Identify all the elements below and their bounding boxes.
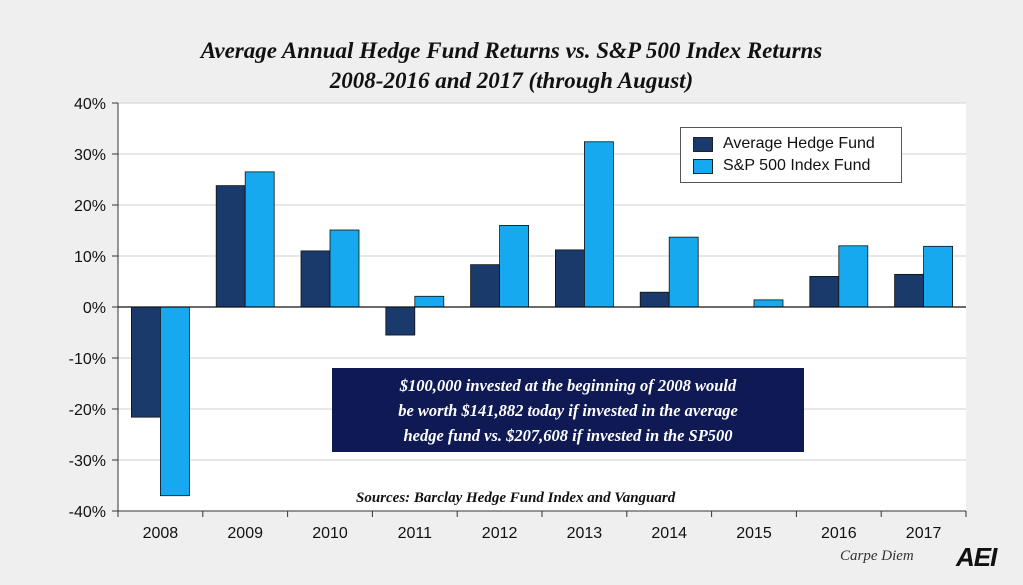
x-tick-label: 2014 xyxy=(651,525,687,542)
x-tick-label: 2011 xyxy=(398,525,433,542)
x-tick-label: 2017 xyxy=(906,525,942,542)
bar-hedge-fund-2017 xyxy=(894,273,924,308)
legend-swatch-sp500 xyxy=(693,158,713,174)
y-tick-label: -20% xyxy=(69,402,106,419)
bar-sp500-2010 xyxy=(329,229,360,308)
annotation-box: $100,000 invested at the beginning of 20… xyxy=(332,368,804,452)
y-tick-label: -30% xyxy=(69,453,106,470)
legend-item-sp500: S&P 500 Index Fund xyxy=(693,156,870,176)
y-tick-label: 40% xyxy=(74,96,106,113)
bar-hedge-fund-2014 xyxy=(639,291,670,308)
bar-hedge-fund-2008 xyxy=(130,306,161,418)
x-axis: 2008 2009 2010 2011 2012 2013 2014 2015 2016 2017 xyxy=(117,510,967,542)
bar-hedge-fund-2013 xyxy=(555,249,585,308)
legend-swatch-hedge-fund xyxy=(693,136,713,152)
bar-sp500-2011 xyxy=(414,295,445,308)
bar-sp500-2016 xyxy=(838,245,869,308)
x-tick-label: 2015 xyxy=(736,525,772,542)
x-tick-label: 2008 xyxy=(143,525,179,542)
brand-label: Carpe Diem xyxy=(840,548,914,564)
bar-sp500-2012 xyxy=(499,224,530,308)
y-tick-label: -40% xyxy=(69,504,106,521)
x-tick-label: 2016 xyxy=(821,525,857,542)
x-tick-label: 2013 xyxy=(567,525,603,542)
x-tick-label: 2012 xyxy=(482,525,518,542)
y-tick-label: 20% xyxy=(74,198,106,215)
bar-sp500-2013 xyxy=(584,141,614,308)
bar-hedge-fund-2010 xyxy=(300,250,331,308)
legend: Average Hedge Fund S&P 500 Index Fund xyxy=(680,127,902,183)
legend-label-sp500: S&P 500 Index Fund xyxy=(723,157,871,174)
chart-title-line2: 2008-2016 and 2017 (through August) xyxy=(329,68,694,93)
chart-title-line1: Average Annual Hedge Fund Returns vs. S&… xyxy=(200,38,823,63)
y-tick-label: 30% xyxy=(74,147,106,164)
y-tick-label: 10% xyxy=(74,249,106,266)
annotation-line-3: hedge fund vs. $207,608 if invested in t… xyxy=(403,426,733,445)
bar-hedge-fund-2016 xyxy=(809,275,840,308)
bar-hedge-fund-2012 xyxy=(470,264,501,308)
y-axis: -40% -30% -20% -10% 0% 10% 20% 30% 40% xyxy=(69,96,966,521)
bar-hedge-fund-2011 xyxy=(385,306,416,336)
bars xyxy=(130,141,953,497)
annotation-line-2: be worth $141,882 today if invested in t… xyxy=(398,401,738,420)
bar-sp500-2014 xyxy=(668,236,699,308)
y-tick-label: -10% xyxy=(69,351,106,368)
x-tick-label: 2009 xyxy=(227,525,263,542)
annotation-line-1: $100,000 invested at the beginning of 20… xyxy=(399,376,737,395)
bar-hedge-fund-2009 xyxy=(215,185,246,308)
sources-note: Sources: Barclay Hedge Fund Index and Va… xyxy=(356,490,676,506)
bar-sp500-2017 xyxy=(923,245,953,308)
aei-logo: AEI xyxy=(956,542,997,572)
bar-sp500-2009 xyxy=(244,171,275,308)
bar-sp500-2015 xyxy=(753,299,784,308)
x-tick-label: 2010 xyxy=(312,525,348,542)
legend-label-hedge-fund: Average Hedge Fund xyxy=(723,135,875,152)
bar-sp500-2008 xyxy=(159,306,190,497)
legend-item-hedge-fund: Average Hedge Fund xyxy=(693,134,875,154)
y-tick-label: 0% xyxy=(83,300,106,317)
